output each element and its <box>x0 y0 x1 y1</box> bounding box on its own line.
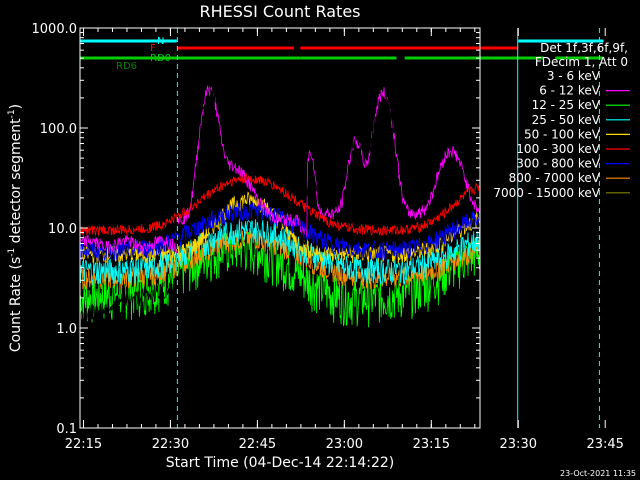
x-axis-label: Start Time (04-Dec-14 22:14:22) <box>166 455 394 471</box>
x-axis-ticks: 22:15 22:30 22:45 23:00 23:15 23:30 23:45 <box>65 28 624 452</box>
legend-label: 300 - 800 keV <box>516 157 600 171</box>
legend-label: 25 - 50 keV <box>532 113 601 127</box>
y-axis-label-sup1: -1 <box>7 248 17 257</box>
flag-label-rd0: RD0 <box>150 53 171 64</box>
legend-label: 6 - 12 keV <box>539 84 601 98</box>
legend-label: 800 - 7000 keV <box>509 171 601 185</box>
y-tick-label: 0.1 <box>56 422 77 437</box>
y-axis-label-part1: Count Rate (s <box>8 257 24 352</box>
series-line <box>79 191 481 265</box>
series-line <box>79 86 481 323</box>
legend: Det 1f,3f,6f,9f, FDecim 1, Att 0 3 - 6 k… <box>493 41 630 200</box>
legend-label: 7000 - 15000 keV <box>493 186 600 200</box>
legend-label: 100 - 300 keV <box>516 142 600 156</box>
y-axis-label: Count Rate (s-1 detector segment-1) <box>7 104 24 352</box>
x-tick-label: 22:15 <box>65 437 102 452</box>
y-tick-label: 10.0 <box>48 222 77 237</box>
chart-title: RHESSI Count Rates <box>200 2 361 21</box>
legend-label: 3 - 6 keV <box>547 69 601 83</box>
x-tick-label: 22:45 <box>239 437 276 452</box>
y-axis-ticks: 1000.0 100.0 10.0 1.0 0.1 <box>32 22 480 437</box>
footer-timestamp: 23-Oct-2021 11:35 <box>560 469 636 478</box>
x-tick-label: 23:45 <box>586 437 623 452</box>
flag-label-f: F <box>150 43 156 54</box>
series-line <box>79 172 481 237</box>
series-line <box>79 218 481 286</box>
y-axis-label-part3: ) <box>8 104 24 109</box>
flag-label-rd6: RD6 <box>116 61 137 72</box>
y-tick-label: 100.0 <box>40 122 77 137</box>
x-tick-label: 23:30 <box>500 437 537 452</box>
series-line <box>79 85 481 256</box>
legend-header-line2: FDecim 1, Att 0 <box>535 55 628 69</box>
y-axis-label-part2: detector segment <box>8 118 24 248</box>
y-tick-label: 1000.0 <box>32 22 78 37</box>
flag-label-n: N <box>157 36 164 47</box>
legend-header-line1: Det 1f,3f,6f,9f, <box>540 41 628 55</box>
legend-label: 50 - 100 keV <box>524 127 601 141</box>
y-tick-label: 1.0 <box>56 322 77 337</box>
x-tick-label: 23:15 <box>413 437 450 452</box>
x-tick-label: 23:00 <box>326 437 363 452</box>
y-axis-label-sup2: -1 <box>7 109 17 118</box>
legend-label: 12 - 25 keV <box>532 98 601 112</box>
series-layer <box>79 85 481 328</box>
x-tick-label: 22:30 <box>152 437 189 452</box>
